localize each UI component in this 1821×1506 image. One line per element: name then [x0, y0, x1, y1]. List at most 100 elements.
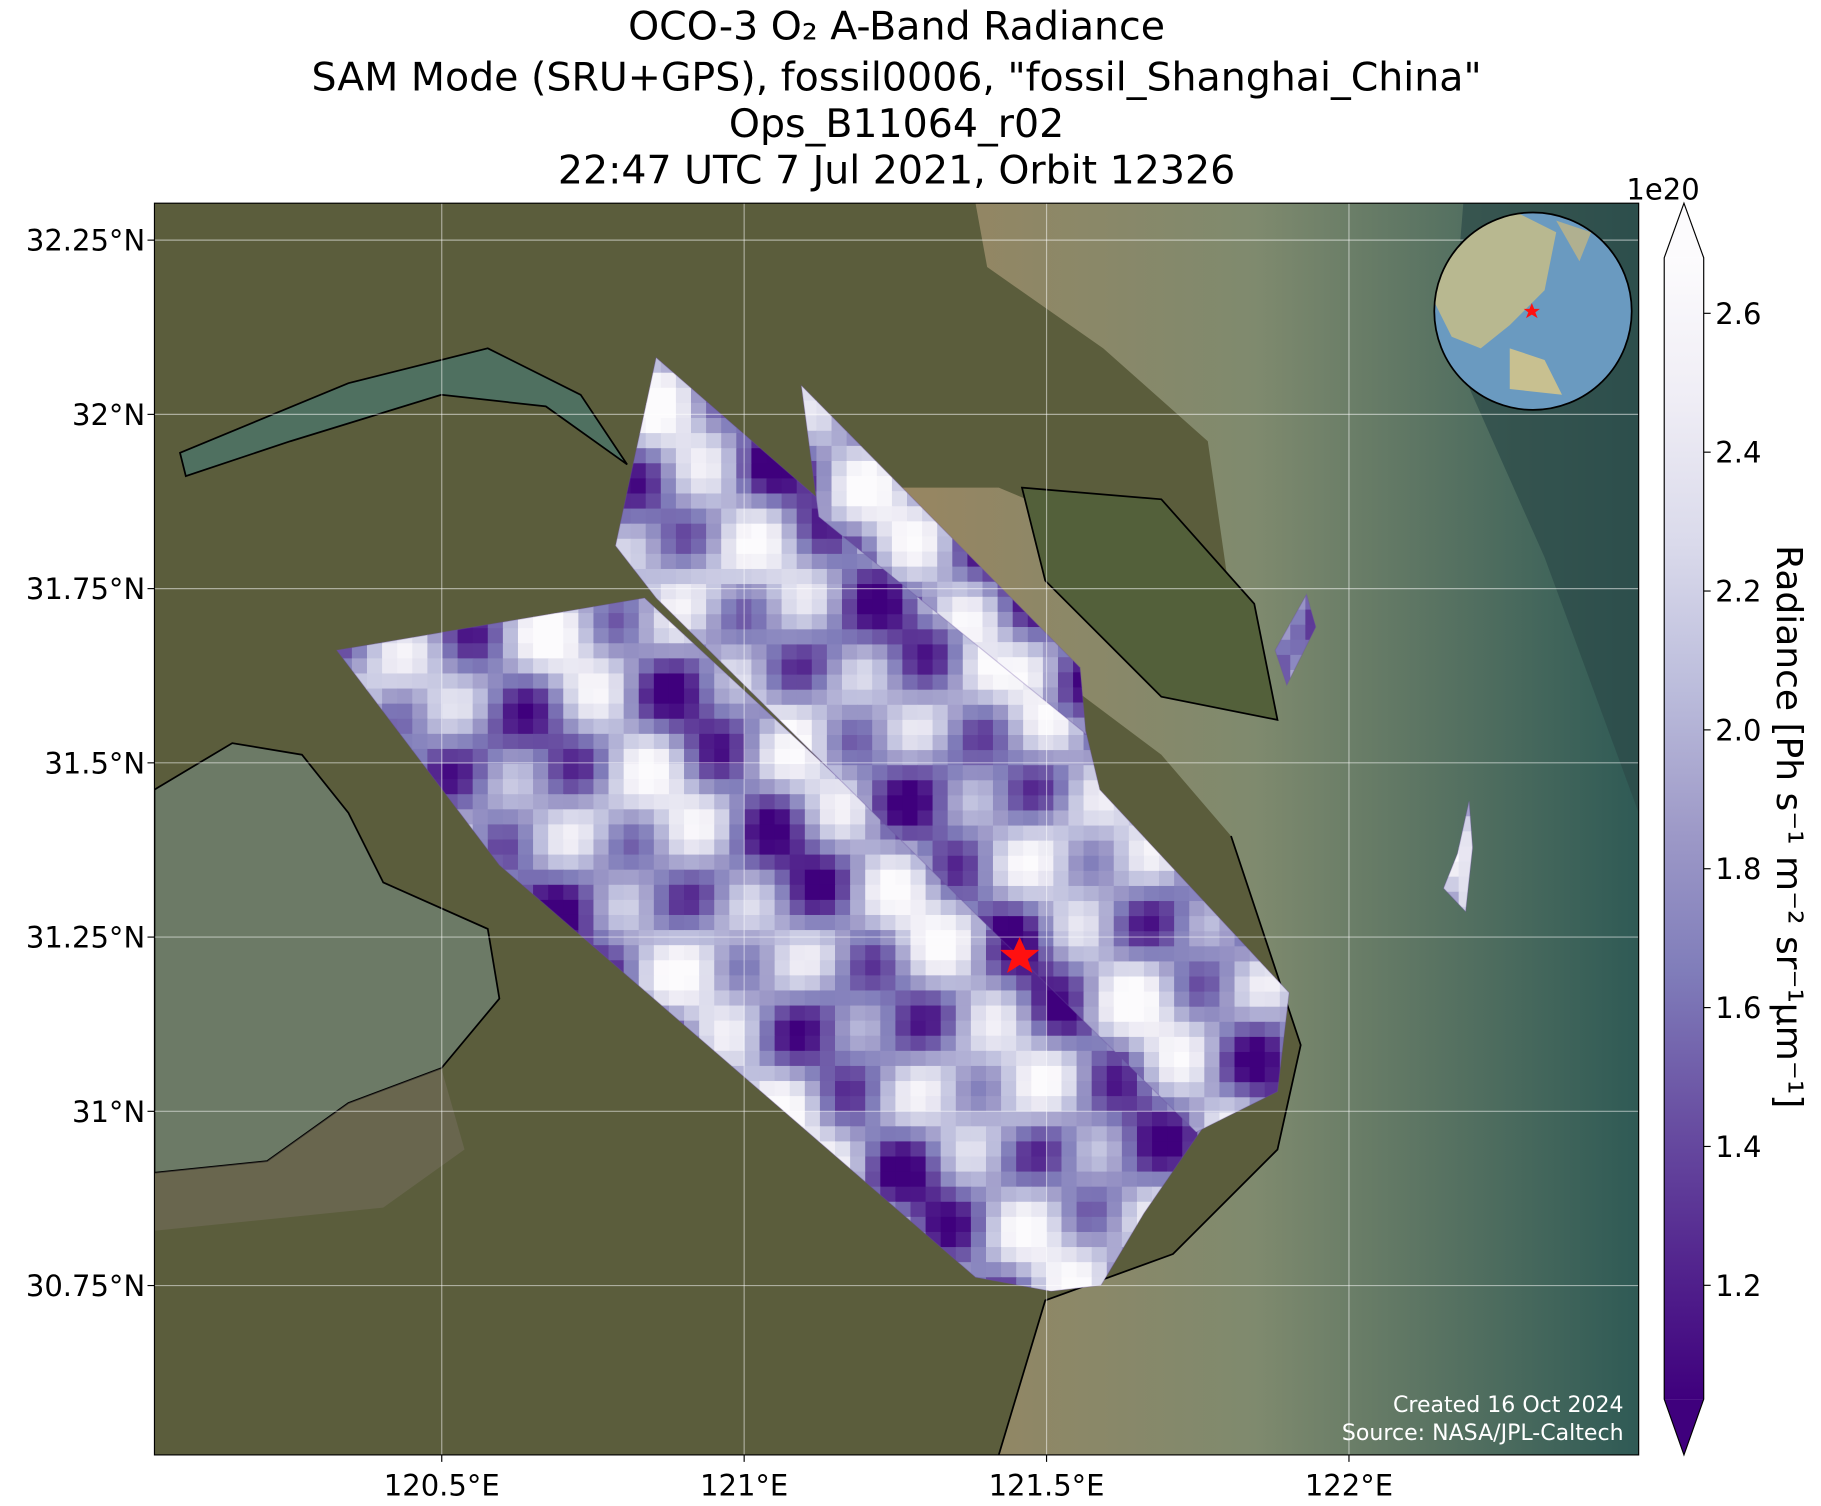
swath-pixel	[382, 673, 398, 690]
swath-pixel	[645, 418, 662, 434]
swath-pixel	[955, 1065, 972, 1082]
swath-pixel	[977, 689, 994, 706]
swath-pixel	[638, 930, 655, 946]
swath-pixel	[1053, 946, 1070, 963]
swath-pixel	[880, 1171, 896, 1188]
swath-pixel	[962, 704, 979, 721]
swath-pixel	[1159, 1051, 1175, 1068]
swath-pixel	[699, 809, 715, 825]
swath-pixel	[714, 673, 730, 690]
swath-pixel	[563, 794, 579, 810]
swath-pixel	[442, 628, 459, 644]
swath-pixel	[789, 764, 806, 780]
swath-pixel	[962, 735, 979, 751]
swath-pixel	[744, 779, 761, 795]
swath-pixel	[1098, 810, 1115, 827]
swath-pixel	[721, 644, 737, 661]
swath-pixel	[593, 688, 610, 705]
swath-pixel	[1001, 1020, 1017, 1037]
swath-pixel	[895, 869, 912, 886]
swath-pixel	[1016, 1111, 1032, 1127]
swath-pixel	[721, 523, 737, 540]
swath-pixel	[1023, 704, 1039, 721]
swath-pixel	[835, 930, 851, 946]
swath-pixel	[593, 809, 610, 825]
swath-pixel	[789, 975, 806, 992]
swath-pixel	[1001, 990, 1017, 1007]
swath-pixel	[925, 960, 942, 976]
swath-pixel	[835, 839, 851, 856]
swath-pixel	[917, 735, 934, 751]
swath-pixel	[759, 1035, 776, 1052]
swath-pixel	[835, 1065, 851, 1082]
swath-pixel	[1106, 1171, 1123, 1188]
swath-pixel	[721, 553, 737, 570]
swath-pixel	[932, 735, 949, 751]
swath-pixel	[623, 643, 640, 659]
swath-pixel	[691, 493, 707, 510]
swath-pixel	[1159, 1036, 1175, 1053]
swath-pixel	[1121, 1126, 1138, 1142]
swath-pixel	[623, 688, 640, 705]
swath-pixel	[684, 1005, 700, 1022]
swath-pixel	[1098, 1006, 1115, 1023]
swath-pixel	[789, 869, 806, 886]
swath-pixel	[442, 779, 459, 795]
swath-pixel	[835, 960, 851, 976]
swath-pixel	[714, 869, 730, 886]
swath-pixel	[1174, 946, 1190, 963]
swath-pixel	[744, 899, 761, 916]
swath-pixel	[608, 748, 625, 765]
swath-pixel	[1001, 1005, 1017, 1022]
swath-pixel	[668, 824, 685, 841]
swath-pixel	[442, 718, 459, 735]
swath-pixel	[766, 659, 783, 676]
swath-pixel	[826, 644, 843, 661]
swath-pixel	[517, 779, 534, 795]
swath-pixel	[675, 387, 692, 404]
swath-pixel	[578, 854, 595, 871]
swath-pixel	[563, 764, 579, 780]
swath-pixel	[835, 1020, 851, 1037]
swath-pixel	[781, 674, 798, 691]
swath-pixel	[1068, 991, 1085, 1008]
swath-pixel	[789, 854, 806, 871]
swath-pixel	[1023, 765, 1039, 781]
swath-pixel	[691, 553, 707, 570]
swath-pixel	[1031, 1035, 1047, 1052]
swath-pixel	[751, 659, 768, 676]
swath-pixel	[1083, 810, 1100, 827]
swath-pixel	[781, 599, 798, 615]
swath-pixel	[721, 614, 737, 630]
swath-pixel	[608, 688, 625, 705]
swath-pixel	[985, 1201, 1002, 1218]
swath-pixel	[1264, 1006, 1281, 1023]
swath-pixel	[1061, 1081, 1078, 1097]
swath-pixel	[835, 824, 851, 841]
swath-pixel	[932, 765, 949, 781]
swath-pixel	[850, 1096, 866, 1112]
swath-pixel	[706, 568, 722, 585]
swath-pixel	[865, 990, 881, 1007]
swath-pixel	[857, 689, 873, 706]
swath-pixel	[1001, 1262, 1017, 1278]
swath-pixel	[955, 1096, 972, 1112]
swath-pixel	[645, 387, 662, 404]
swath-pixel	[857, 780, 873, 796]
swath-pixel	[645, 463, 662, 479]
swath-pixel	[887, 629, 903, 646]
swath-pixel	[675, 463, 692, 479]
swath-pixel	[721, 433, 737, 449]
swath-pixel	[1053, 901, 1070, 917]
swath-pixel	[1121, 1171, 1138, 1188]
swath-pixel	[841, 689, 858, 706]
swath-pixel	[502, 809, 519, 825]
swath-pixel	[1083, 961, 1100, 978]
swath-pixel	[826, 659, 843, 676]
swath-pixel	[744, 764, 761, 780]
swath-pixel	[819, 1081, 836, 1097]
swath-pixel	[623, 748, 640, 765]
swath-pixel	[1053, 735, 1070, 751]
swath-pixel	[977, 719, 994, 736]
swath-pixel	[1061, 1156, 1078, 1173]
